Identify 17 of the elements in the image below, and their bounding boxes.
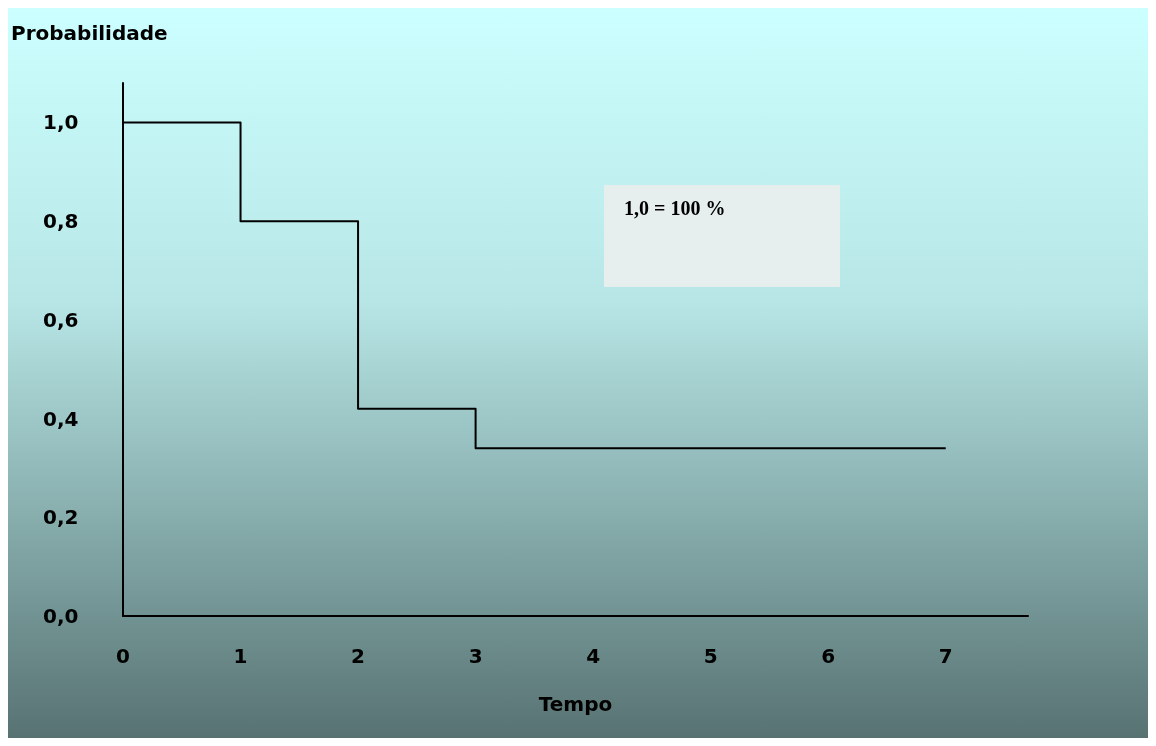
y-axis-title: Probabilidade	[11, 21, 168, 45]
x-tick-label: 4	[586, 644, 601, 668]
y-tick-label: 0,4	[43, 406, 79, 431]
y-tick-label: 0,2	[43, 505, 79, 530]
x-tick-label: 5	[703, 644, 718, 668]
x-tick-label: 1	[233, 644, 248, 668]
x-axis-title: Tempo	[538, 692, 613, 716]
x-tick-label: 7	[938, 644, 953, 668]
x-tick-label: 3	[468, 644, 483, 668]
y-tick-label: 0,8	[43, 209, 79, 234]
annotation: 1,0 = 100 %	[624, 197, 726, 220]
x-tick-label: 6	[821, 644, 836, 668]
y-tick-label: 1,0	[43, 110, 79, 135]
y-tick-label: 0,0	[43, 604, 79, 628]
x-tick-label: 0	[116, 644, 130, 668]
x-tick-label: 2	[351, 644, 366, 668]
y-tick-label: 0,6	[43, 307, 79, 332]
